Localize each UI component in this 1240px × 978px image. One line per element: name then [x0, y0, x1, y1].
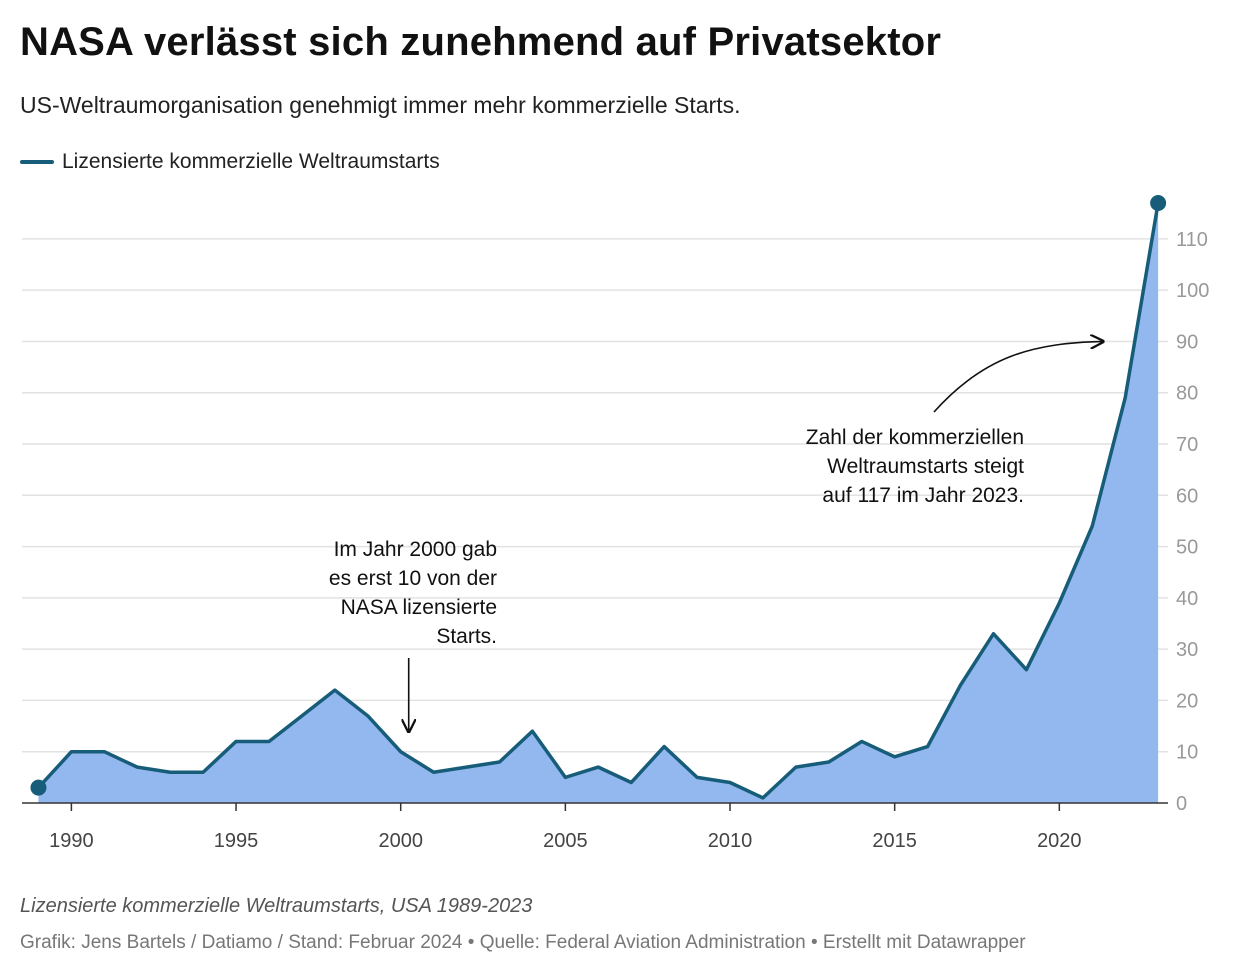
- y-tick-label: 50: [1176, 537, 1198, 559]
- y-tick-label: 30: [1176, 639, 1198, 661]
- y-tick-label: 110: [1176, 229, 1208, 251]
- start-point: [30, 779, 47, 796]
- x-tick-label: 2020: [1037, 830, 1082, 852]
- x-tick-label: 2005: [543, 830, 588, 852]
- series-line: [37, 202, 1160, 800]
- x-tick-label: 1990: [49, 830, 94, 852]
- legend: Lizensierte kommerzielle Weltraumstarts: [20, 150, 440, 174]
- y-tick-label: 90: [1176, 331, 1198, 353]
- annotation-2000-line: es erst 10 von der: [329, 567, 497, 590]
- x-tick-label: 2015: [872, 830, 917, 852]
- annotation-2023-line: Weltraumstarts steigt: [827, 455, 1024, 478]
- chart-notes: Lizensierte kommerzielle Weltraumstarts,…: [20, 895, 533, 917]
- y-tick-label: 0: [1176, 793, 1187, 815]
- annotation-2000-line: Starts.: [436, 625, 497, 648]
- y-tick-label: 60: [1176, 485, 1198, 507]
- annotation-2023-arrow: [933, 341, 1103, 413]
- y-tick-label: 10: [1176, 742, 1198, 764]
- chart-subtitle: US-Weltraumorganisation genehmigt immer …: [20, 92, 741, 118]
- series-area: [38, 203, 1159, 803]
- y-tick-label: 80: [1176, 383, 1198, 405]
- annotation-2023-line: auf 117 im Jahr 2023.: [822, 484, 1024, 507]
- annotation-2000-line: Im Jahr 2000 gab: [334, 538, 497, 561]
- y-tick-label: 20: [1176, 690, 1198, 712]
- y-tick-label: 40: [1176, 588, 1198, 610]
- legend-label: Lizensierte kommerzielle Weltraumstarts: [62, 150, 440, 173]
- annotation-2000-line: NASA lizensierte: [341, 596, 497, 619]
- end-point: [1150, 195, 1167, 211]
- y-tick-label: 70: [1176, 434, 1198, 456]
- x-tick-label: 2010: [708, 830, 753, 852]
- annotation-2023-line: Zahl der kommerziellen: [806, 426, 1024, 449]
- legend-swatch: [20, 160, 54, 164]
- chart-title: NASA verlässt sich zunehmend auf Privats…: [20, 20, 942, 64]
- chart-footer: Grafik: Jens Bartels / Datiamo / Stand: …: [20, 932, 1026, 953]
- x-tick-label: 1995: [214, 830, 259, 852]
- y-tick-label: 100: [1176, 280, 1209, 302]
- x-tick-label: 2000: [378, 830, 423, 852]
